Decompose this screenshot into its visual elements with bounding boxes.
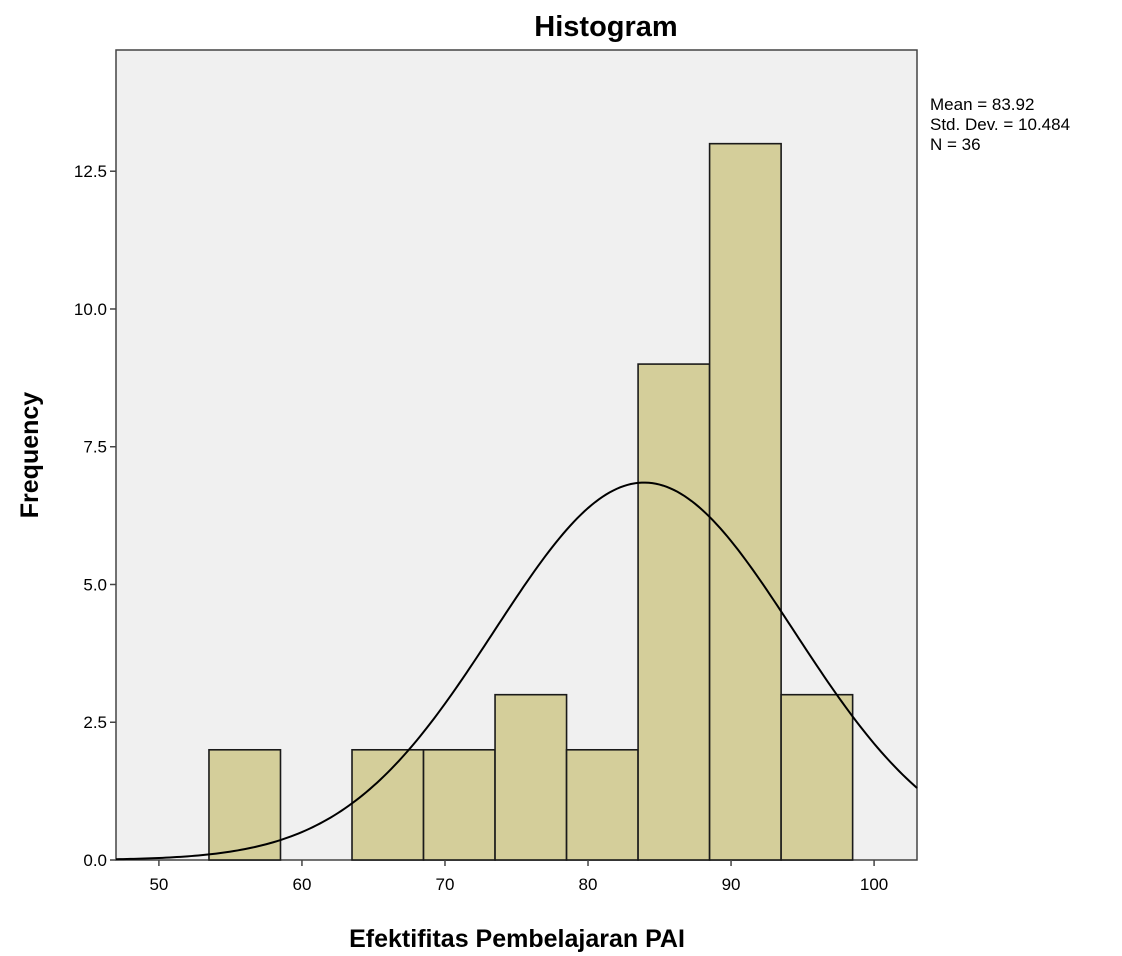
histogram-bar-5 [638,364,710,860]
x-axis-label: Efektifitas Pembelajaran PAI [349,925,685,953]
x-tick-label-0: 50 [149,875,168,894]
y-tick-label-3: 7.5 [83,438,107,457]
y-axis-label: Frequency [16,392,44,519]
y-tick-label-4: 10.0 [74,300,107,319]
stats-mean: Mean = 83.92 [930,95,1034,114]
x-tick-label-5: 100 [860,875,888,894]
chart-title: Histogram [534,11,677,43]
x-tick-label-1: 60 [292,875,311,894]
x-tick-label-2: 70 [436,875,455,894]
y-tick-label-1: 2.5 [83,713,107,732]
x-tick-label-4: 90 [722,875,741,894]
y-tick-label-2: 5.0 [83,575,107,594]
stats-n: N = 36 [930,135,981,154]
y-axis: 0.0 2.5 5.0 7.5 10.0 12.5 [74,162,116,870]
x-tick-label-3: 80 [579,875,598,894]
histogram-bar-2 [424,750,496,860]
stats-std-dev: Std. Dev. = 10.484 [930,115,1070,134]
histogram-bar-3 [495,695,567,860]
histogram-bar-7 [781,695,853,860]
x-axis: 50 60 70 80 90 100 [149,860,888,894]
y-tick-label-5: 12.5 [74,162,107,181]
histogram-bar-6 [710,144,782,860]
histogram-bar-1 [352,750,424,860]
stats-legend: Mean = 83.92 Std. Dev. = 10.484 N = 36 [930,95,1070,154]
histogram-bar-4 [567,750,639,860]
y-tick-label-0: 0.0 [83,851,107,870]
